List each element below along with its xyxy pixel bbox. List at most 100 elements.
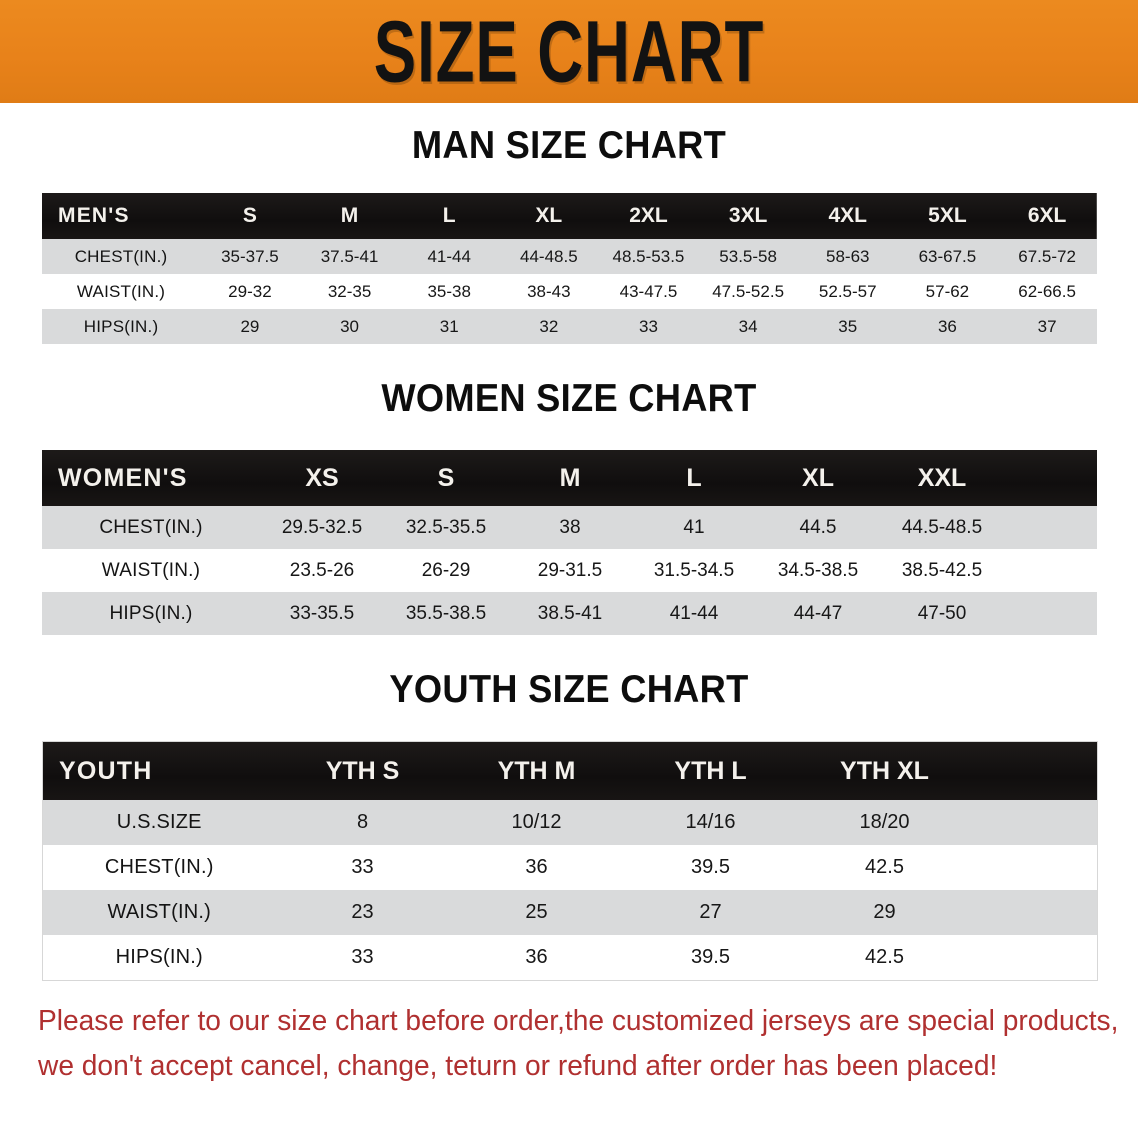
- youth-cell: 18/20: [797, 800, 972, 845]
- youth-header-row: YOUTH YTH S YTH M YTH L YTH XL: [42, 741, 1098, 800]
- man-row-label: WAIST(IN.): [42, 274, 201, 309]
- man-cell: 33: [598, 309, 699, 344]
- man-col-header: XL: [535, 204, 563, 227]
- man-cell: 29: [200, 309, 300, 344]
- women-size-chart-wrap: WOMEN'S XS S M L XL XXL CHEST(IN.) 29.5-…: [42, 450, 1097, 635]
- youth-row-label: U.S.SIZE: [42, 800, 276, 845]
- man-table-body: CHEST(IN.) 35-37.5 37.5-41 41-44 44-48.5…: [42, 239, 1097, 344]
- man-cell: 32: [499, 309, 599, 344]
- youth-col-header: YTH M: [497, 756, 576, 785]
- youth-cell: 39.5: [623, 935, 798, 981]
- man-cell: 53.5-58: [698, 239, 798, 274]
- youth-cell: 23: [275, 890, 450, 935]
- table-row: CHEST(IN.) 33 36 39.5 42.5: [42, 845, 1098, 890]
- youth-cell: 36: [449, 845, 624, 890]
- man-col-header: 2XL: [629, 204, 668, 227]
- table-row: WAIST(IN.) 23 25 27 29: [42, 890, 1098, 935]
- man-cell: 67.5-72: [997, 239, 1097, 274]
- women-cell: 44.5: [756, 506, 880, 549]
- women-corner-label: WOMEN'S: [58, 463, 188, 492]
- women-header-spacer: [1004, 450, 1097, 506]
- man-col-header: S: [242, 204, 257, 227]
- youth-cell: 14/16: [623, 800, 798, 845]
- man-cell: 37.5-41: [299, 239, 400, 274]
- women-table-head: WOMEN'S XS S M L XL XXL: [42, 450, 1097, 506]
- women-cell: 44.5-48.5: [880, 506, 1004, 549]
- man-cell: 37: [997, 309, 1097, 344]
- youth-col-header: YTH L: [674, 756, 747, 785]
- man-cell: 62-66.5: [997, 274, 1097, 309]
- women-cell: 41: [632, 506, 756, 549]
- table-row: HIPS(IN.) 33-35.5 35.5-38.5 38.5-41 41-4…: [42, 592, 1097, 635]
- man-section-title: MAN SIZE CHART: [411, 124, 727, 167]
- women-cell: 35.5-38.5: [384, 592, 508, 635]
- man-cell: 35-38: [399, 274, 500, 309]
- man-col-header: 6XL: [1027, 204, 1067, 227]
- women-cell: 41-44: [632, 592, 756, 635]
- man-cell: 29-32: [200, 274, 300, 309]
- man-cell: 31: [399, 309, 500, 344]
- youth-table-head: YOUTH YTH S YTH M YTH L YTH XL: [42, 741, 1098, 800]
- table-row: CHEST(IN.) 35-37.5 37.5-41 41-44 44-48.5…: [42, 239, 1097, 274]
- man-col-header: M: [340, 204, 359, 227]
- man-cell: 44-48.5: [499, 239, 599, 274]
- man-corner-label: MEN'S: [58, 204, 130, 227]
- man-cell: 63-67.5: [897, 239, 998, 274]
- women-cell: 38.5-41: [508, 592, 632, 635]
- disclaimer-text: Please refer to our size chart before or…: [38, 999, 1119, 1089]
- women-col-header: XL: [802, 463, 834, 492]
- women-header-row: WOMEN'S XS S M L XL XXL: [42, 450, 1097, 506]
- youth-cell: 36: [449, 935, 624, 981]
- man-cell: 41-44: [399, 239, 500, 274]
- disclaimer-line-1: Please refer to our size chart before or…: [38, 1005, 1119, 1037]
- youth-size-table: YOUTH YTH S YTH M YTH L YTH XL U.S.SIZE …: [42, 741, 1098, 981]
- women-cell-spacer: [1004, 506, 1097, 549]
- table-row: HIPS(IN.) 33 36 39.5 42.5: [42, 935, 1098, 981]
- man-cell: 35-37.5: [200, 239, 300, 274]
- man-cell: 34: [698, 309, 798, 344]
- youth-cell: 8: [275, 800, 450, 845]
- man-cell: 58-63: [797, 239, 898, 274]
- youth-size-chart-wrap: YOUTH YTH S YTH M YTH L YTH XL U.S.SIZE …: [42, 741, 1098, 981]
- youth-row-label: WAIST(IN.): [42, 890, 276, 935]
- youth-row-label: HIPS(IN.): [42, 935, 276, 981]
- youth-cell: 27: [623, 890, 798, 935]
- table-row: U.S.SIZE 8 10/12 14/16 18/20: [42, 800, 1098, 845]
- women-cell: 33-35.5: [260, 592, 384, 635]
- women-table-body: CHEST(IN.) 29.5-32.5 32.5-35.5 38 41 44.…: [42, 506, 1097, 635]
- youth-cell: 33: [275, 845, 450, 890]
- youth-table-body: U.S.SIZE 8 10/12 14/16 18/20 CHEST(IN.) …: [42, 800, 1098, 981]
- page-title: SIZE CHART: [373, 1, 765, 100]
- women-cell-spacer: [1004, 549, 1097, 592]
- youth-cell-spacer: [971, 800, 1098, 845]
- women-cell: 47-50: [880, 592, 1004, 635]
- women-cell: 38: [508, 506, 632, 549]
- page-header-banner: SIZE CHART: [0, 0, 1138, 103]
- youth-section-title: YOUTH SIZE CHART: [389, 668, 749, 711]
- man-cell: 35: [797, 309, 898, 344]
- youth-cell: 33: [275, 935, 450, 981]
- women-col-header: M: [559, 463, 581, 492]
- man-header-row: MEN'S S M L XL 2XL 3XL 4XL 5XL 6XL: [42, 193, 1097, 239]
- women-size-table: WOMEN'S XS S M L XL XXL CHEST(IN.) 29.5-…: [42, 450, 1097, 635]
- table-row: CHEST(IN.) 29.5-32.5 32.5-35.5 38 41 44.…: [42, 506, 1097, 549]
- women-cell: 29-31.5: [508, 549, 632, 592]
- man-row-label: CHEST(IN.): [42, 239, 201, 274]
- women-col-header: XXL: [917, 463, 967, 492]
- table-row: WAIST(IN.) 23.5-26 26-29 29-31.5 31.5-34…: [42, 549, 1097, 592]
- man-cell: 47.5-52.5: [698, 274, 798, 309]
- man-cell: 30: [299, 309, 400, 344]
- man-cell: 32-35: [299, 274, 400, 309]
- youth-cell: 25: [449, 890, 624, 935]
- man-cell: 36: [897, 309, 998, 344]
- man-cell: 38-43: [499, 274, 599, 309]
- youth-col-header: YTH XL: [840, 756, 929, 785]
- women-col-header: S: [437, 463, 455, 492]
- women-cell: 23.5-26: [260, 549, 384, 592]
- women-cell: 26-29: [384, 549, 508, 592]
- women-cell: 31.5-34.5: [632, 549, 756, 592]
- man-col-header: 5XL: [928, 204, 967, 227]
- man-row-label: HIPS(IN.): [42, 309, 201, 344]
- man-col-header: 3XL: [728, 204, 768, 227]
- youth-cell: 39.5: [623, 845, 798, 890]
